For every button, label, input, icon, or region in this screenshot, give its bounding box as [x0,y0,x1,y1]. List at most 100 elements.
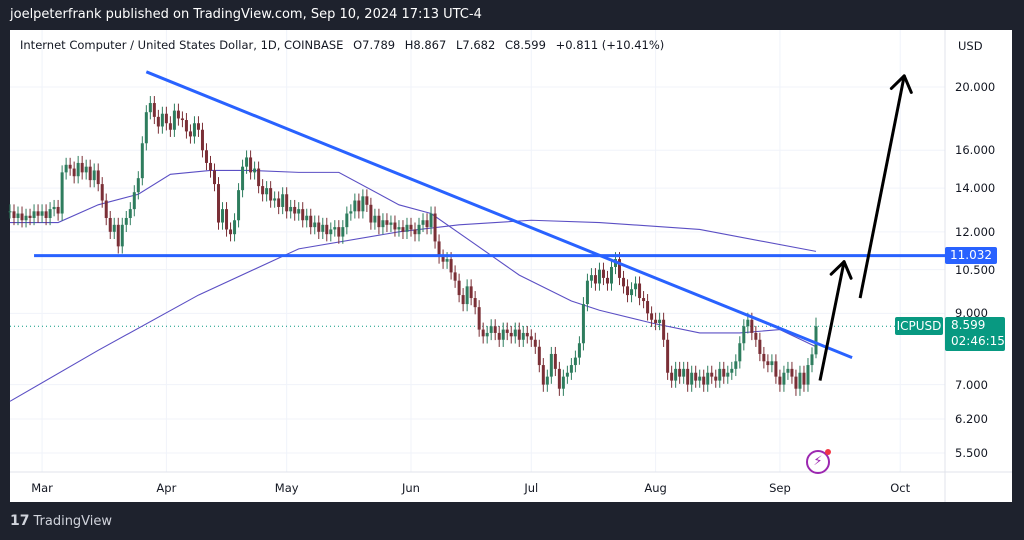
candle-body [281,194,285,207]
candle-body [40,211,44,216]
candle-body [485,332,489,337]
candle-body [164,113,168,124]
candle-body [369,204,373,223]
candle-body [702,376,706,385]
candle-body [541,365,545,385]
candle-body [144,112,148,144]
candle-body [120,224,124,247]
candle-body [20,213,24,221]
time-tick-label: Mar [31,481,53,495]
arrow-head [842,260,853,280]
moving-average-line [9,219,817,402]
close-value: C8.599 [504,38,546,52]
candle-body [237,190,241,221]
candle-body [156,116,160,127]
candle-body [726,372,730,377]
moving-average-line [9,169,817,348]
candle-body [168,123,172,130]
candle-body [429,213,433,228]
candle-body [686,368,690,385]
candle-body [68,164,72,169]
candle-body [72,168,76,177]
candle-body [361,196,365,212]
candle-body [521,332,525,340]
candle-body [646,301,650,314]
candle-body [505,329,509,333]
candle-body [762,353,766,362]
candle-body [457,280,461,296]
candle-body [774,361,778,377]
candle-body [357,200,361,212]
price-tick-label: 6.200 [955,412,988,427]
candle-body [221,209,225,223]
lightning-icon[interactable]: ⚡ [806,449,831,474]
arrow-head [889,74,906,90]
publisher-line: joelpeterfrank published on TradingView.… [10,7,482,22]
candle-body [349,211,353,214]
candle-body [718,368,722,381]
price-tick-label: 12.000 [955,224,996,239]
change-value: +0.811 (+10.41%) [555,38,665,52]
candle-body [233,220,237,235]
candle-body [317,222,321,232]
time-tick-label: Aug [644,481,667,495]
candle-body [257,168,261,187]
candle-body [44,211,48,218]
candle-body [597,269,601,284]
currency-label[interactable]: USD [958,39,983,53]
candle-body [176,110,180,119]
candle-body [8,211,12,213]
candle-body [180,118,184,121]
projection-arrow [818,261,846,381]
candle-body [265,188,269,195]
price-tick-label: 5.500 [955,445,988,460]
candle-body [285,194,289,212]
candle-body [293,206,297,214]
candle-body [128,209,132,218]
candle-body [698,376,702,381]
candle-body [373,215,377,223]
candle-body [249,157,253,173]
candle-body [473,298,477,308]
candle-body [313,222,317,228]
candle-body [517,329,521,340]
candle-body [52,206,56,210]
candle-body [433,213,437,242]
candle-body [810,354,814,366]
candle-body [321,224,325,232]
candle-body [208,162,212,171]
candle-body [605,277,609,284]
candle-body [32,211,36,218]
candle-body [88,166,92,181]
candle-body [742,326,746,344]
candle-body [706,372,710,385]
symbol-tag: ICPUSD [895,317,943,335]
candle-body [569,365,573,373]
candle-body [413,229,417,235]
candle-body [609,266,613,284]
candle-body [445,259,449,262]
candle-body [638,283,642,299]
candle-body [453,272,457,281]
candle-body [662,319,666,340]
candle-body [501,329,505,340]
candle-body [630,289,634,296]
projection-arrow [858,75,906,299]
candle-body [642,298,646,302]
candle-body [305,215,309,221]
candle-body [397,227,401,230]
candle-body [96,170,100,185]
candle-body [678,368,682,377]
candle-body [814,326,818,355]
candle-body [477,307,481,330]
candle-body [441,256,445,262]
candle-body [730,368,734,373]
candle-body [710,372,714,377]
candle-body [714,376,718,381]
price-tick-label: 9.000 [955,306,988,321]
candle-body [329,229,333,235]
price-tick-label: 14.000 [955,181,996,196]
candle-body [381,220,385,228]
candle-body [393,222,397,230]
